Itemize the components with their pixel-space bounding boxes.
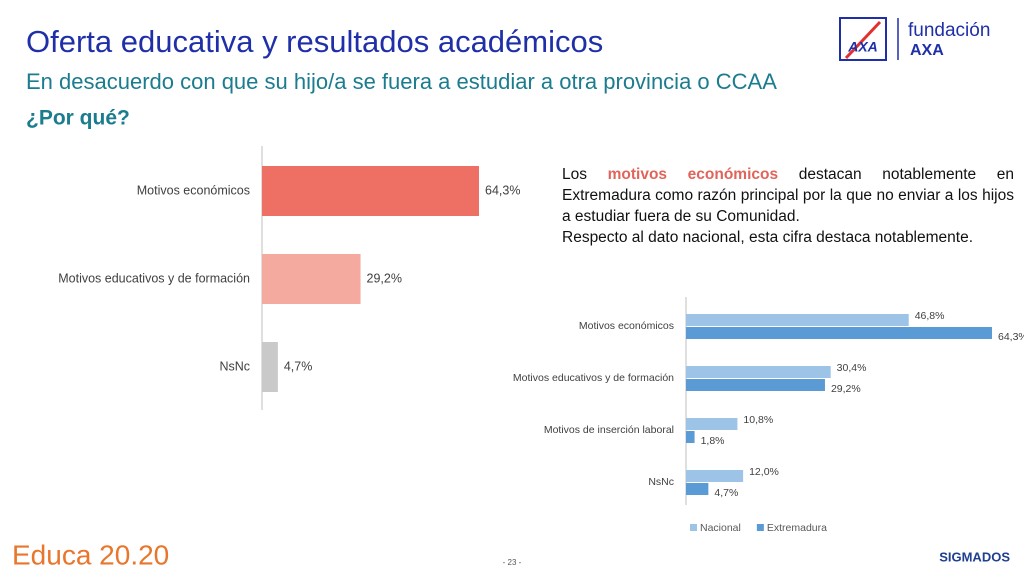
category-label: Motivos económicos <box>137 183 250 197</box>
category-label: NsNc <box>219 359 250 373</box>
subtitle: En desacuerdo con que su hijo/a se fuera… <box>26 69 777 94</box>
logo-slash <box>844 20 882 60</box>
value-label: 10,8% <box>743 414 773 426</box>
logo-brand: AXA <box>910 42 944 59</box>
value-label: 64,3% <box>485 183 520 197</box>
footer-company: SIGMADOS <box>939 549 1010 564</box>
legend-label: Nacional <box>700 522 741 534</box>
bar <box>686 327 992 339</box>
bar <box>262 342 278 392</box>
bar <box>686 366 831 378</box>
category-label: Motivos de inserción laboral <box>544 424 674 436</box>
category-label: Motivos educativos y de formación <box>513 372 674 384</box>
value-label: 46,8% <box>915 310 945 322</box>
bar <box>686 379 825 391</box>
value-label: 64,3% <box>998 331 1024 343</box>
note: Los motivos económicos destacan notablem… <box>562 164 1014 248</box>
value-label: 4,7% <box>714 487 738 499</box>
legend-swatch <box>756 524 764 531</box>
value-label: 12,0% <box>749 466 779 478</box>
bar <box>686 483 709 495</box>
bar <box>262 254 361 304</box>
note-text-2: Respecto al dato nacional, esta cifra de… <box>562 229 974 246</box>
value-label: 4,7% <box>284 359 313 373</box>
logo-text: fundación <box>908 20 990 41</box>
value-label: 1,8% <box>701 435 725 447</box>
category-label: Motivos económicos <box>579 320 674 332</box>
bar <box>686 470 744 482</box>
value-label: 29,2% <box>831 383 861 395</box>
category-label: NsNc <box>648 476 674 488</box>
bar <box>686 418 738 430</box>
title: Oferta educativa y resultados académicos <box>26 24 603 59</box>
value-label: 30,4% <box>837 362 867 374</box>
footer-brand: Educa 20.20 <box>12 539 169 570</box>
category-label: Motivos educativos y de formación <box>58 271 250 285</box>
question: ¿Por qué? <box>26 107 130 130</box>
note-highlight: motivos económicos <box>607 166 779 183</box>
logo-mark: AXA <box>847 39 878 55</box>
value-label: 29,2% <box>367 271 402 285</box>
bar <box>686 314 909 326</box>
note-text: destacan notablemente en Extremadura com… <box>562 166 1014 225</box>
legend-label: Extremadura <box>767 522 827 534</box>
note-lead: Los <box>562 166 587 183</box>
bar <box>686 431 695 443</box>
bar <box>262 166 479 216</box>
legend-swatch <box>690 524 697 531</box>
page-number: - 23 - <box>503 558 522 567</box>
